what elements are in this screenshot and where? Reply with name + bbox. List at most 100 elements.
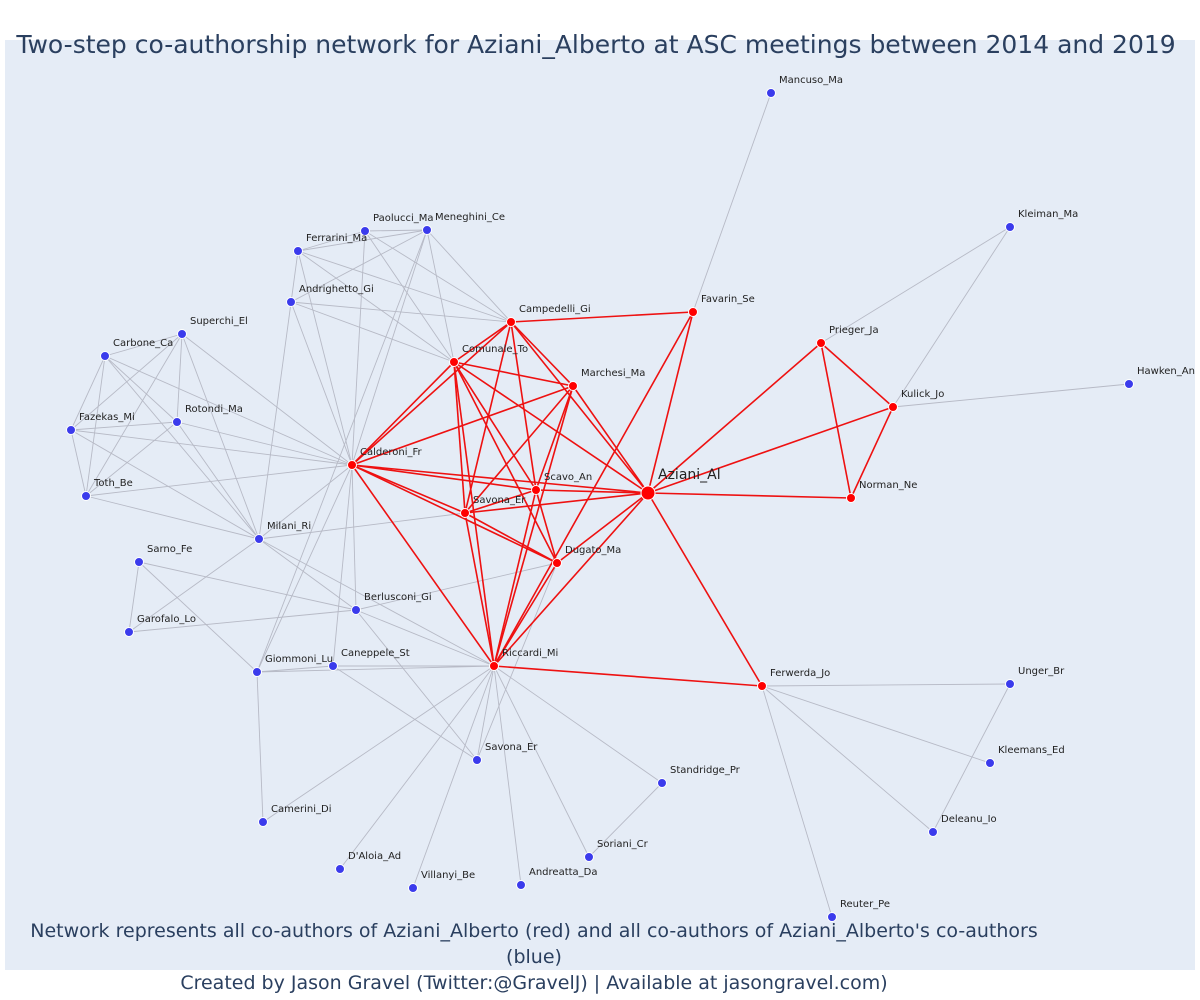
edge-second-degree [138, 561, 258, 673]
edge-first-degree [351, 464, 537, 491]
network-node[interactable] [985, 758, 995, 768]
network-node[interactable] [1124, 379, 1134, 389]
network-node[interactable] [252, 667, 262, 677]
plot-background [5, 40, 1195, 970]
node-label: Scavo_An [544, 472, 592, 483]
network-node[interactable] [657, 778, 667, 788]
edge-second-degree [290, 301, 512, 323]
network-node[interactable] [516, 880, 526, 890]
node-label: Sarno_Fe [147, 544, 192, 555]
edge-second-degree [476, 665, 495, 761]
node-label: Soriani_Cr [597, 839, 649, 850]
edge-first-degree [820, 342, 894, 408]
node-label: Prieger_Ja [829, 325, 879, 336]
edge-first-degree [351, 361, 455, 466]
edge-second-degree [104, 355, 353, 466]
network-node[interactable] [449, 357, 459, 367]
edge-second-degree [104, 355, 178, 423]
network-node[interactable] [258, 817, 268, 827]
network-node[interactable] [506, 317, 516, 327]
edge-first-degree [351, 321, 512, 466]
edge-second-degree [426, 229, 455, 363]
node-label: Ferrarini_Ma [306, 233, 367, 244]
network-node[interactable] [254, 534, 264, 544]
network-node[interactable] [472, 755, 482, 765]
edge-first-degree [464, 512, 558, 564]
edge-first-degree [453, 321, 512, 363]
node-label: Fazekas_Mi [79, 412, 135, 423]
node-label: Reuter_Pe [840, 899, 890, 910]
node-label: Ferwerda_Jo [770, 668, 830, 679]
network-node[interactable] [177, 329, 187, 339]
node-label: Andrighetto_Gi [299, 284, 374, 295]
network-node[interactable] [846, 493, 856, 503]
network-node[interactable] [422, 225, 432, 235]
first-degree-edges [351, 311, 894, 687]
edge-second-degree [104, 333, 183, 357]
network-node[interactable] [568, 381, 578, 391]
network-node[interactable] [766, 88, 776, 98]
edge-second-degree [493, 665, 663, 784]
edge-second-degree [85, 495, 260, 540]
network-node[interactable] [100, 351, 110, 361]
edge-second-degree [351, 230, 366, 466]
network-node[interactable] [81, 491, 91, 501]
node-label: Milani_Ri [267, 521, 311, 532]
network-node[interactable] [1005, 222, 1015, 232]
edge-second-degree [256, 665, 495, 673]
network-node[interactable] [293, 246, 303, 256]
network-node[interactable] [134, 557, 144, 567]
edge-second-degree [104, 355, 260, 540]
network-node[interactable] [688, 307, 698, 317]
network-node[interactable] [360, 226, 370, 236]
network-node[interactable] [408, 883, 418, 893]
node-label: Favarin_Se [701, 294, 755, 305]
node-label: Meneghini_Ce [435, 212, 505, 223]
network-node[interactable] [757, 681, 767, 691]
node-label: Unger_Br [1018, 666, 1065, 677]
edge-first-degree [510, 321, 537, 491]
edge-second-degree [761, 685, 934, 833]
edge-second-degree [181, 333, 353, 466]
second-degree-edges [70, 92, 1130, 918]
network-node[interactable] [552, 558, 562, 568]
network-node[interactable] [66, 425, 76, 435]
edge-second-degree [932, 683, 1011, 833]
network-node[interactable] [816, 338, 826, 348]
edge-second-degree [128, 561, 140, 633]
edge-second-degree [70, 429, 87, 497]
edge-first-degree [453, 361, 495, 667]
edge-second-degree [258, 250, 299, 540]
network-node[interactable] [584, 852, 594, 862]
edge-first-degree [820, 342, 852, 499]
footer-line-2: Created by Jason Gravel (Twitter:@Gravel… [180, 972, 888, 994]
network-node[interactable] [489, 661, 499, 671]
edge-first-degree [464, 512, 495, 667]
network-node[interactable] [328, 661, 338, 671]
edge-second-degree [256, 464, 353, 673]
network-node[interactable] [460, 508, 470, 518]
edge-second-degree [820, 226, 1011, 344]
edge-second-degree [176, 421, 353, 466]
edge-first-degree [572, 385, 649, 494]
network-node[interactable] [640, 485, 656, 501]
network-node[interactable] [335, 864, 345, 874]
network-node[interactable] [172, 417, 182, 427]
node-label: Calderoni_Fr [360, 447, 423, 458]
network-node[interactable] [827, 912, 837, 922]
network-node[interactable] [347, 460, 357, 470]
network-nodes [66, 88, 1134, 922]
network-node[interactable] [531, 485, 541, 495]
node-label: Toth_Be [93, 478, 133, 489]
edge-second-degree [85, 421, 178, 497]
network-node[interactable] [1005, 679, 1015, 689]
network-node[interactable] [888, 402, 898, 412]
node-label: Carbone_Ca [113, 338, 173, 349]
network-node[interactable] [928, 827, 938, 837]
network-node[interactable] [124, 627, 134, 637]
network-node[interactable] [286, 297, 296, 307]
edge-first-degree [464, 492, 649, 514]
node-label: Kulick_Jo [901, 389, 944, 400]
edge-first-degree [493, 665, 763, 687]
network-node[interactable] [351, 605, 361, 615]
